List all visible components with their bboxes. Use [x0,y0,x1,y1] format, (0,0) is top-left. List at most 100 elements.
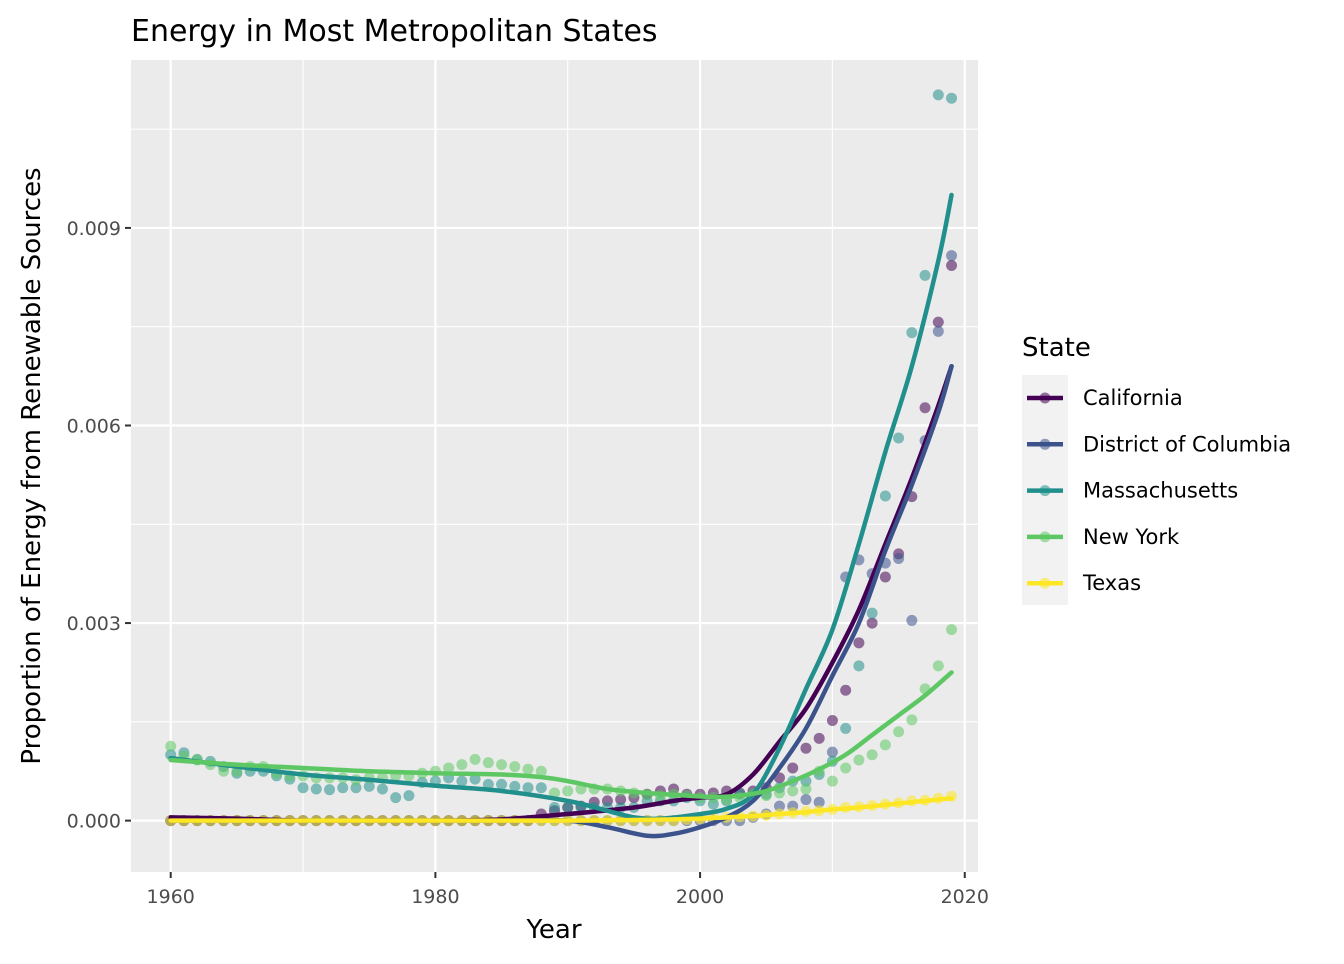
data-point [562,785,574,797]
data-point [866,749,878,761]
legend-title: State [1022,333,1091,363]
data-point [456,759,468,771]
legend-label: California [1083,386,1183,410]
data-point [853,660,865,672]
data-point [800,783,812,795]
data-point [496,778,508,790]
data-point [443,762,455,774]
legend-key-point [1039,531,1051,543]
x-tick-label: 1960 [147,886,195,908]
data-point [932,660,944,672]
data-point [946,259,958,271]
data-point [919,269,931,281]
y-axis: 0.000 0.003 0.006 0.009 [67,218,131,833]
legend-key-point [1039,438,1051,450]
data-point [562,801,574,813]
data-point [906,614,918,626]
y-axis-label: Proportion of Energy from Renewable Sour… [17,167,47,764]
legend-label: District of Columbia [1083,432,1291,456]
data-point [549,801,560,813]
data-point [456,775,468,787]
data-point [893,726,905,738]
data-point [787,785,799,797]
data-point [310,783,322,795]
data-point [946,624,958,636]
x-tick-label: 2020 [941,886,989,908]
data-point [218,765,230,777]
major-gridlines [131,60,978,872]
data-point [840,684,852,696]
data-point [866,607,878,619]
data-point [482,778,494,790]
data-point [787,762,799,774]
x-tick-label: 2000 [676,886,724,908]
data-point [932,316,944,328]
data-point [813,732,825,744]
data-point [853,754,865,766]
data-point [165,740,177,752]
trend-line [168,670,954,800]
data-point [773,800,785,812]
x-axis-label: Year [525,915,581,945]
data-point [932,89,944,101]
data-point [549,787,560,799]
data-point [773,787,785,799]
legend-label: New York [1083,525,1180,549]
data-point [826,775,838,787]
data-point [919,402,931,414]
minor-gridlines [131,60,978,872]
data-point [906,714,918,726]
data-point [826,715,838,727]
data-point [350,782,362,794]
data-point [893,432,905,444]
y-tick-label: 0.000 [67,811,121,833]
data-point [522,763,534,775]
data-point [906,327,918,339]
legend-key-point [1039,392,1051,404]
data-point [324,784,336,796]
data-point [615,794,627,806]
chart-title: Energy in Most Metropolitan States [131,14,658,49]
data-point [932,325,944,337]
data-point [840,722,852,734]
data-point [482,757,494,769]
trend-lines [168,192,954,839]
legend-items: California District of Columbia Massachuse… [1027,386,1291,595]
data-point [337,782,349,794]
data-point [800,742,812,754]
data-point [535,765,547,777]
legend-label: Texas [1082,571,1141,595]
data-point [800,794,812,806]
legend-label: Massachusetts [1083,479,1238,503]
x-axis: 1960 1980 2000 2020 [147,872,989,908]
data-point [879,490,891,502]
data-point [509,761,521,773]
data-point [469,773,481,785]
y-tick-label: 0.003 [67,613,121,635]
data-point [826,746,838,758]
y-tick-label: 0.009 [67,218,121,240]
data-point [946,92,958,104]
data-point [879,739,891,751]
data-point [946,250,958,262]
data-point [297,782,309,794]
trend-line [168,795,954,823]
y-tick-label: 0.006 [67,415,121,437]
data-point [376,783,388,795]
data-point [363,780,375,792]
data-point [866,617,878,629]
data-point [390,792,402,804]
legend-key-point [1039,485,1051,497]
data-point [403,790,415,802]
plot-panel [131,60,978,872]
data-point [535,782,547,794]
x-tick-label: 1980 [411,886,459,908]
legend: State California District of Columbia Mass… [1022,333,1291,605]
data-point [879,571,891,583]
data-point [522,782,534,794]
data-point [853,637,865,649]
trend-line [168,192,954,822]
data-point [509,780,521,792]
